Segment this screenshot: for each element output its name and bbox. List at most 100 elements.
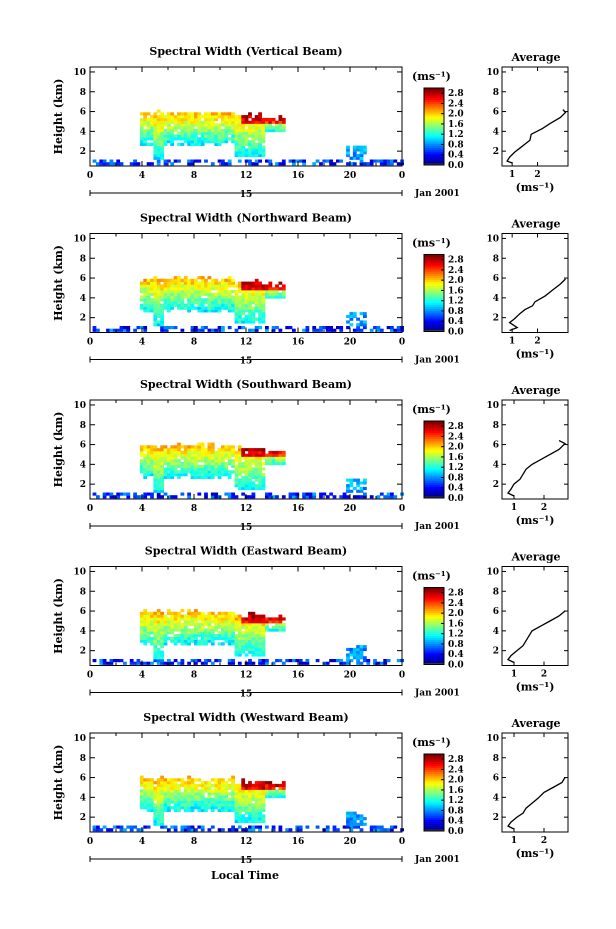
colorbar-tick-label: 0.4 <box>448 484 464 494</box>
colorbar-tick-label: 0.8 <box>448 140 464 150</box>
average-y-tick-label: 2 <box>493 147 499 157</box>
average-y-tick-label: 4 <box>493 793 499 803</box>
colorbar-segment <box>424 329 444 332</box>
colorbar-segment <box>424 754 444 757</box>
colorbar-segment <box>424 139 444 143</box>
colorbar-segment <box>424 488 444 491</box>
day-label: 15 <box>240 190 253 200</box>
average-y-tick-label: 6 <box>493 274 499 284</box>
colorbar-segment <box>424 327 444 331</box>
colorbar-tick-label: 0.0 <box>448 161 464 171</box>
average-y-tick-label: 8 <box>493 754 499 764</box>
x-tick-label: 20 <box>344 171 357 181</box>
average-y-tick-label: 6 <box>493 441 499 451</box>
average-y-tick-label: 8 <box>493 587 499 597</box>
colorbar-segment <box>424 449 444 453</box>
x-tick-label: 0 <box>399 504 405 514</box>
average-y-tick-label: 4 <box>493 294 499 304</box>
average-profile-line <box>508 278 566 332</box>
y-tick-label: 6 <box>80 607 86 617</box>
colorbar-segment <box>424 258 444 261</box>
colorbar-tick-label: 2.4 <box>448 599 464 609</box>
colorbar-segment <box>424 595 444 598</box>
colorbar-segment <box>424 604 444 608</box>
colorbar-segment <box>424 829 444 832</box>
average-frame <box>501 66 569 167</box>
average-title: Average <box>510 384 560 397</box>
x-tick-label: 8 <box>191 504 197 514</box>
colorbar-segment <box>424 798 444 801</box>
colorbar-segment <box>424 145 444 149</box>
colorbar-segment <box>424 316 444 319</box>
colorbar-tick-label: 2.8 <box>448 89 464 99</box>
colorbar-segment <box>424 602 444 606</box>
colorbar-segment <box>424 304 444 307</box>
average-frame <box>501 566 569 666</box>
x-tick-label: 4 <box>139 171 145 181</box>
average-y-tick-label: 4 <box>493 627 499 637</box>
y-tick-label: 8 <box>80 754 86 764</box>
colorbar-segment <box>424 815 444 819</box>
colorbar-segment <box>424 126 444 129</box>
colorbar-segment <box>424 629 444 633</box>
x-tick-label: 12 <box>240 504 253 514</box>
colorbar-segment <box>424 296 444 300</box>
y-tick-label: 6 <box>80 774 86 784</box>
colorbar-segment <box>424 813 444 817</box>
colorbar-segment <box>424 109 444 112</box>
colorbar-segment <box>424 428 444 432</box>
colorbar-segment <box>424 151 444 154</box>
colorbar-segment <box>424 122 444 126</box>
average-y-tick-label: 10 <box>486 234 499 244</box>
colorbar-segment <box>424 606 444 610</box>
colorbar-segment <box>424 101 444 104</box>
chart-title: Spectral Width (Vertical Beam) <box>149 45 342 58</box>
colorbar-segment <box>424 287 444 290</box>
colorbar-segment <box>424 291 444 294</box>
colorbar-segment <box>424 113 444 116</box>
colorbar-segment <box>424 792 444 795</box>
colorbar-segment <box>424 444 444 447</box>
average-title: Average <box>510 717 560 730</box>
x-tick-label: 0 <box>87 171 93 181</box>
colorbar-segment <box>424 784 444 788</box>
colorbar-segment <box>424 89 444 93</box>
colorbar-segment <box>424 147 444 151</box>
average-y-tick-label: 10 <box>486 401 499 411</box>
colorbar-segment <box>424 269 444 273</box>
colorbar-segment <box>424 656 444 660</box>
average-y-tick-label: 6 <box>493 108 499 118</box>
colorbar-segment <box>424 141 444 145</box>
colorbar-segment <box>424 651 444 654</box>
colorbar-segment <box>424 823 444 826</box>
colorbar-tick-label: 2.0 <box>448 776 464 786</box>
colorbar-tick-label: 0.4 <box>448 151 464 161</box>
average-x-tick-label: 2 <box>534 170 540 180</box>
colorbar-segment <box>424 308 444 311</box>
x-tick-label: 0 <box>87 837 93 847</box>
average-x-tick-label: 1 <box>509 170 515 180</box>
colorbar-segment <box>424 281 444 284</box>
colorbar-segment <box>424 635 444 639</box>
colorbar-segment <box>424 804 444 807</box>
y-axis-title: Height (km) <box>52 745 65 821</box>
colorbar-segment <box>424 161 444 164</box>
colorbar-segment <box>424 138 444 141</box>
colorbar-segment <box>424 88 444 91</box>
colorbar-segment <box>424 312 444 315</box>
x-tick-label: 0 <box>87 671 93 681</box>
x-tick-label: 0 <box>87 504 93 514</box>
colorbar-tick-label: 2.4 <box>448 266 464 276</box>
colorbar-segment <box>424 660 444 664</box>
y-axis-title: Height (km) <box>52 578 65 654</box>
colorbar-tick-label: 1.2 <box>448 297 464 307</box>
y-tick-label: 4 <box>80 127 86 137</box>
colorbar-segment <box>424 633 444 637</box>
x-tick-label: 8 <box>191 338 197 348</box>
colorbar-tick-label: 1.6 <box>448 619 464 629</box>
colorbar-segment <box>424 643 444 646</box>
colorbar-segment <box>424 262 444 265</box>
colorbar-tick-label: 0.4 <box>448 650 464 660</box>
colorbar-segment <box>424 116 444 120</box>
